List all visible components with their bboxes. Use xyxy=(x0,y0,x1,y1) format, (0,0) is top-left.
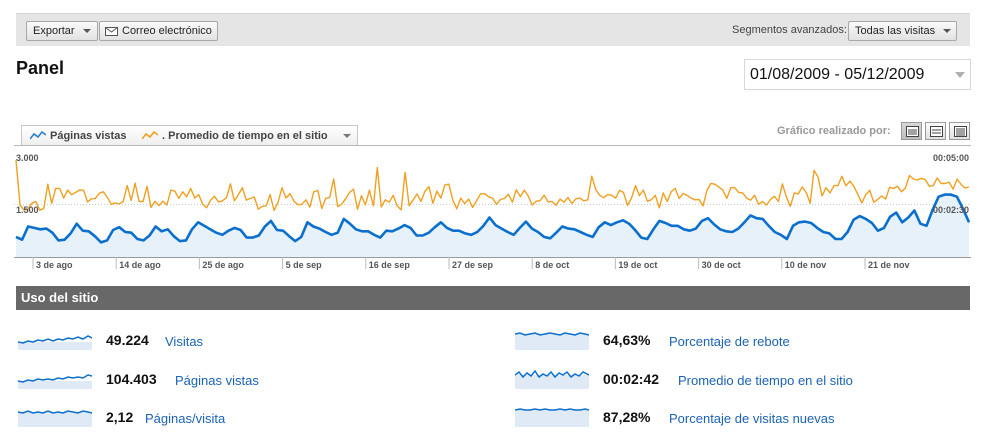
series-avgtime-label: . Promedio de tiempo en el sitio xyxy=(162,127,328,146)
x-axis-tick-label: 25 de ago xyxy=(202,260,244,270)
y-axis-left-tick-mid: 1.500 xyxy=(16,205,39,215)
date-range-picker[interactable]: 01/08/2009 - 05/12/2009 xyxy=(744,59,971,90)
pageviews-sparkline xyxy=(18,369,92,389)
new-visits-sparkline xyxy=(515,407,589,427)
envelope-icon xyxy=(105,27,118,36)
visits-sparkline xyxy=(18,330,92,350)
line-series-icon xyxy=(30,131,46,140)
metric-value: 87,28% xyxy=(603,409,650,425)
metric-link[interactable]: Promedio de tiempo en el sitio xyxy=(678,373,853,388)
graph-series-selector[interactable]: Páginas vistas . Promedio de tiempo en e… xyxy=(21,125,358,146)
graph-by-month-button[interactable] xyxy=(949,122,970,140)
export-label: Exportar xyxy=(33,25,75,37)
metric-bounce-rate: 64,63% Porcentaje de rebote xyxy=(515,330,970,350)
chevron-down-icon xyxy=(943,29,951,33)
avg-time-sparkline xyxy=(515,369,589,389)
x-axis-tick-label: 10 de nov xyxy=(785,260,827,270)
metric-link[interactable]: Porcentaje de visitas nuevas xyxy=(669,411,834,426)
metric-link[interactable]: Páginas vistas xyxy=(175,373,259,388)
avg-time-series-line xyxy=(16,160,969,210)
metric-value: 2,12 xyxy=(106,409,133,425)
series-pageviews-label: Páginas vistas xyxy=(50,127,126,146)
toolbar: Exportar Correo electrónico Segmentos av… xyxy=(16,13,970,46)
bounce-rate-sparkline xyxy=(515,330,589,350)
site-usage-header: Uso del sitio xyxy=(16,286,970,310)
x-axis-tick-label: 5 de sep xyxy=(286,260,323,270)
metric-value: 104.403 xyxy=(106,371,157,387)
x-axis-tick-label: 21 de nov xyxy=(868,260,910,270)
metric-new-visits: 87,28% Porcentaje de visitas nuevas xyxy=(515,407,970,427)
email-button[interactable]: Correo electrónico xyxy=(99,21,218,41)
chevron-down-icon xyxy=(955,72,965,78)
metric-pageviews: 104.403 Páginas vistas xyxy=(18,369,498,389)
calendar-week-icon xyxy=(930,126,943,137)
overview-line-chart: 3.000 1.500 00:05:00 00:02:30 3 de ago 14… xyxy=(14,145,971,275)
graph-by-week-button[interactable] xyxy=(925,122,946,140)
page-title: Panel xyxy=(16,58,64,79)
metric-value: 64,63% xyxy=(603,332,650,348)
pages-per-visit-sparkline xyxy=(18,407,92,427)
segments-value: Todas las visitas xyxy=(855,25,935,37)
email-label: Correo electrónico xyxy=(122,25,212,37)
segments-label: Segmentos avanzados: xyxy=(732,24,847,36)
export-button[interactable]: Exportar xyxy=(26,21,98,41)
calendar-month-icon xyxy=(954,126,967,137)
chevron-down-icon xyxy=(83,29,91,33)
x-axis-tick-label: 27 de sep xyxy=(452,260,494,270)
metric-link[interactable]: Porcentaje de rebote xyxy=(669,334,790,349)
metric-value: 49.224 xyxy=(106,332,149,348)
x-axis-tick-label: 30 de oct xyxy=(702,260,741,270)
graph-by-label: Gráfico realizado por: xyxy=(777,125,891,137)
segments-dropdown[interactable]: Todas las visitas xyxy=(848,21,957,41)
y-axis-right-tick-mid: 00:02:30 xyxy=(933,205,969,215)
line-series-icon xyxy=(142,131,158,140)
date-range-value: 01/08/2009 - 05/12/2009 xyxy=(750,66,924,83)
y-axis-right-tick-top: 00:05:00 xyxy=(933,153,969,163)
x-axis-tick-label: 14 de ago xyxy=(119,260,161,270)
metric-value: 00:02:42 xyxy=(603,371,659,387)
x-axis-tick-label: 8 de oct xyxy=(535,260,569,270)
x-axis-tick-label: 19 de oct xyxy=(618,260,657,270)
y-axis-left-tick-top: 3.000 xyxy=(16,153,39,163)
chevron-down-icon xyxy=(343,134,351,138)
graph-by-day-button[interactable] xyxy=(901,122,922,140)
metric-avg-time: 00:02:42 Promedio de tiempo en el sitio xyxy=(515,369,970,389)
calendar-day-icon xyxy=(906,126,919,137)
metric-visits: 49.224 Visitas xyxy=(18,330,498,350)
x-axis-tick-label: 16 de sep xyxy=(369,260,411,270)
x-axis-tick-label: 3 de ago xyxy=(36,260,73,270)
pageviews-area xyxy=(16,195,969,257)
metric-link[interactable]: Páginas/visita xyxy=(145,411,225,426)
metric-pages-per-visit: 2,12 Páginas/visita xyxy=(18,407,498,427)
metric-link[interactable]: Visitas xyxy=(165,334,203,349)
